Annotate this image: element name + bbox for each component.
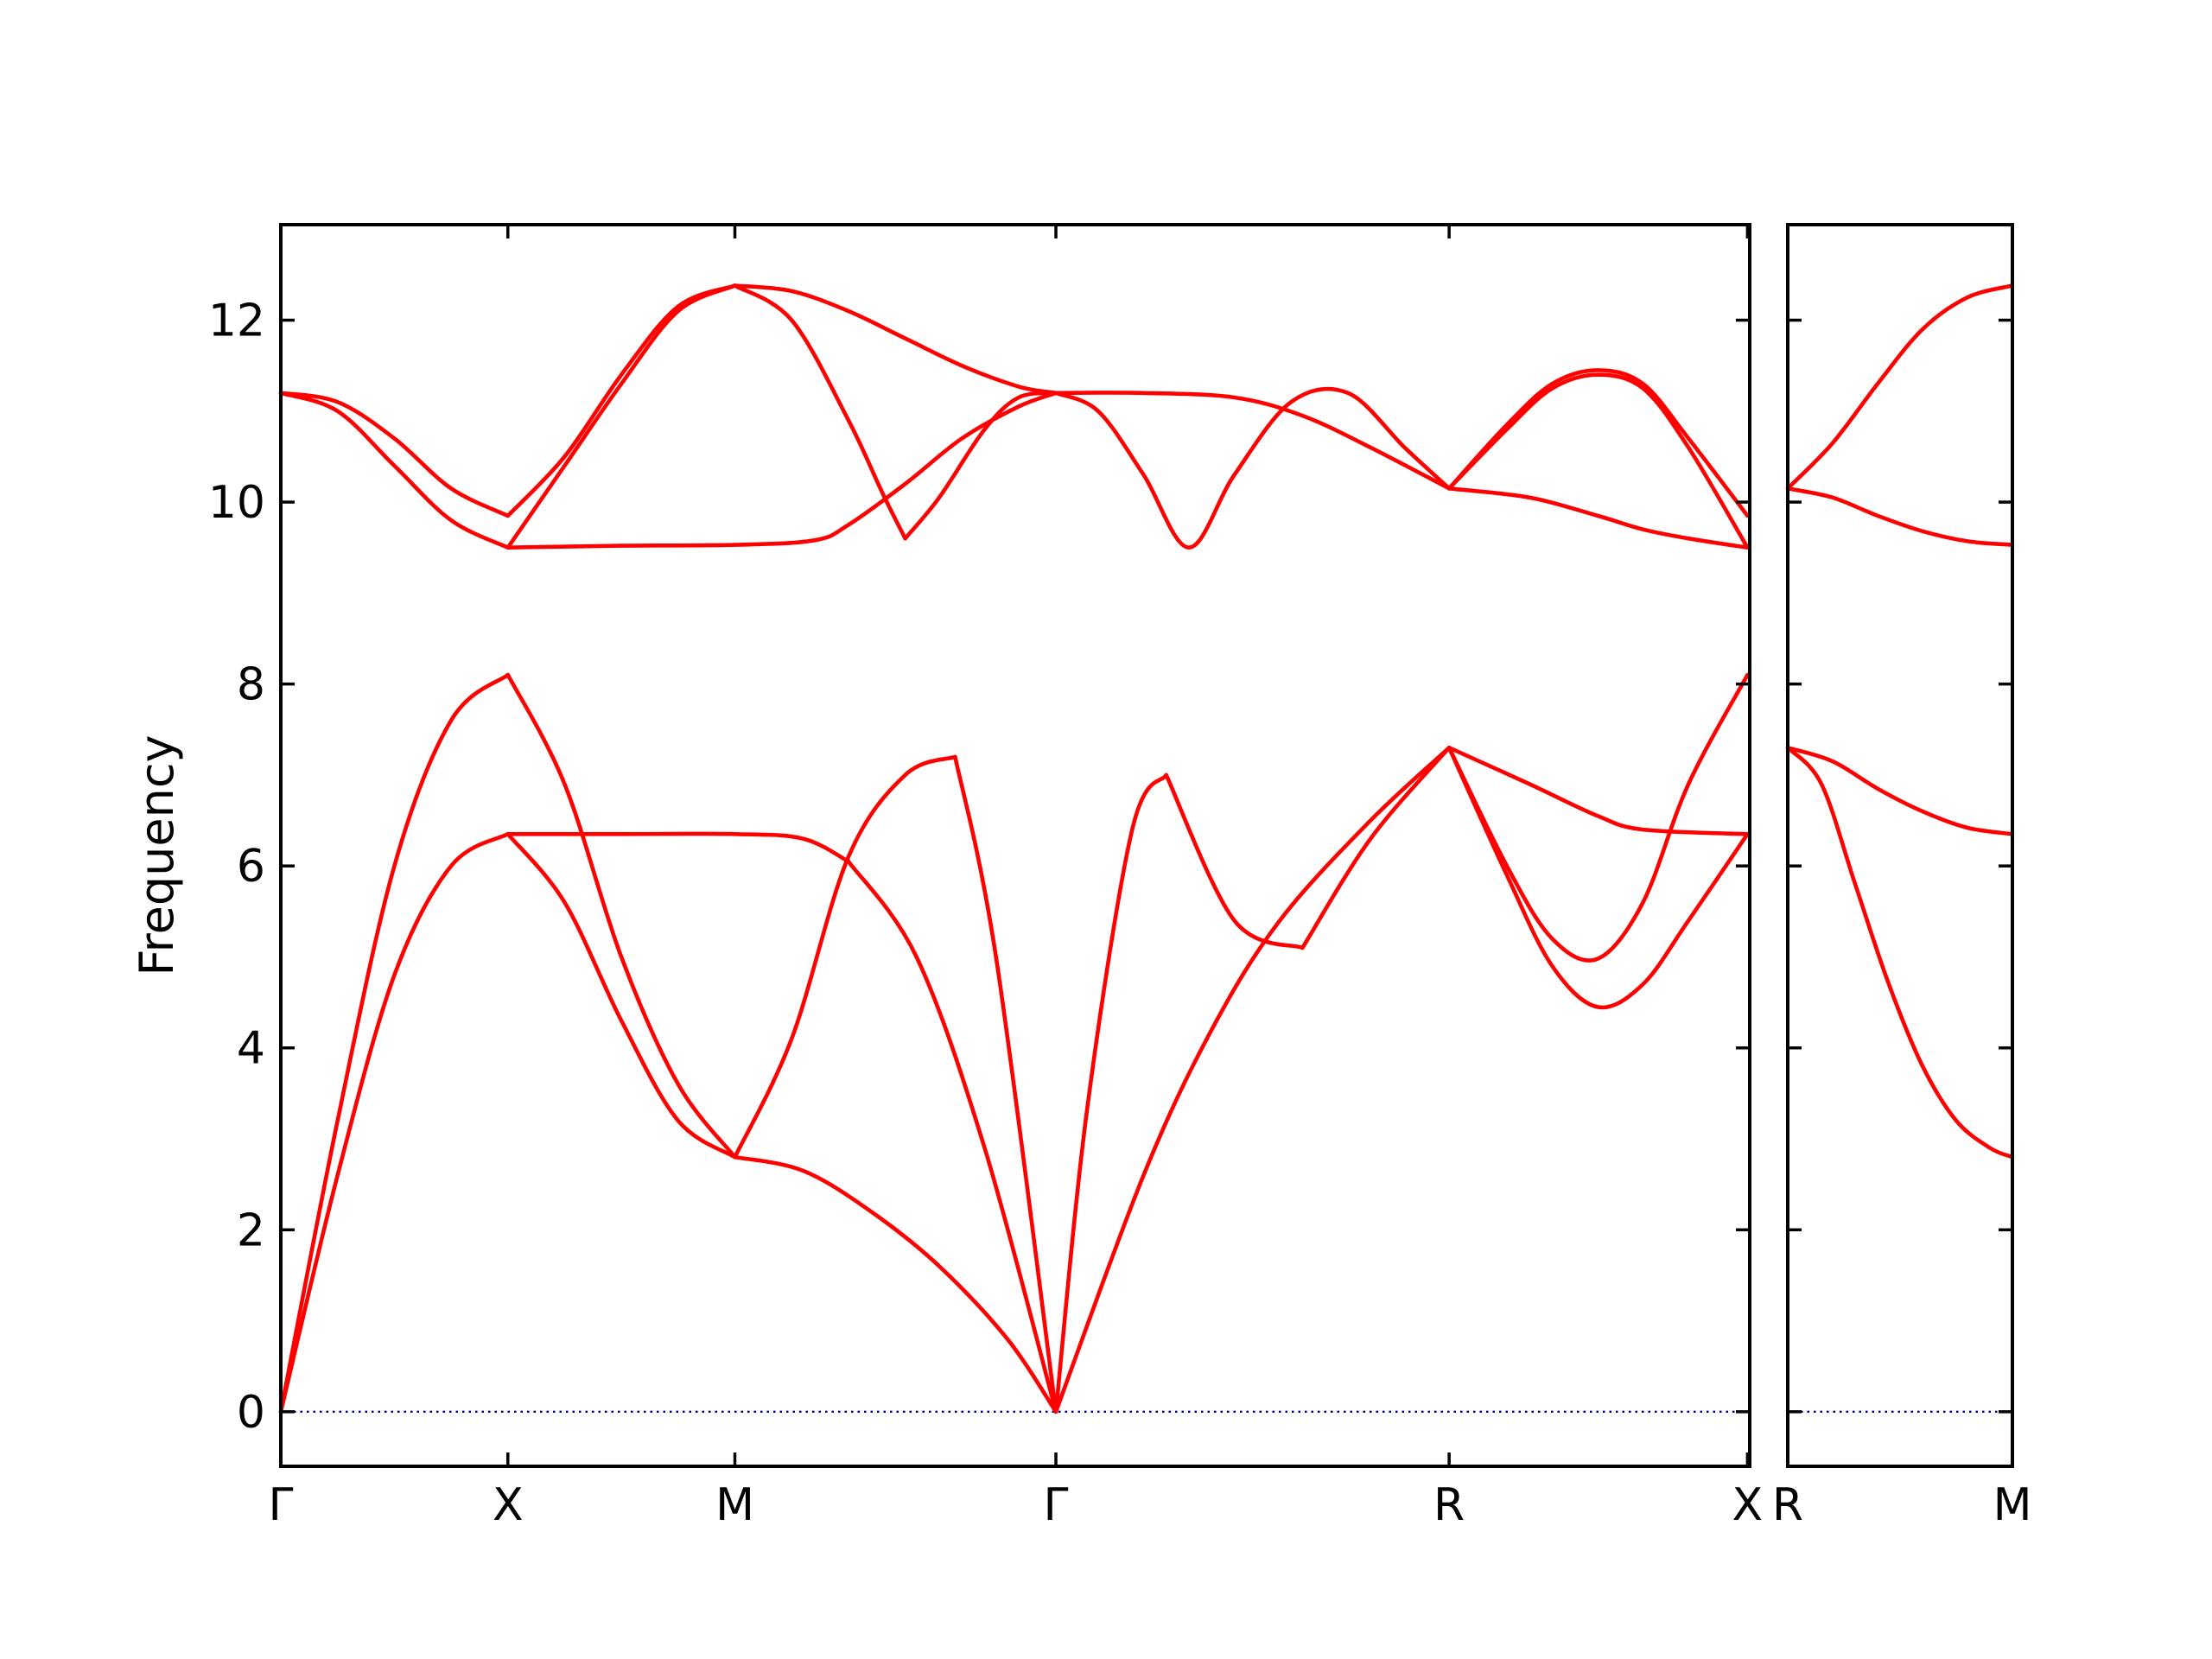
band-line-main-25 [1053, 391, 1452, 491]
y-tick-label: 2 [237, 1205, 265, 1256]
band-line-main-10 [733, 1154, 1058, 1414]
x-tick-label: R [1433, 1479, 1465, 1531]
x-tick-label: M [715, 1479, 754, 1531]
band-line-main-7 [1446, 746, 1750, 836]
band-line-right-3 [1785, 746, 2015, 1160]
x-tick-label: M [1993, 1479, 2032, 1531]
band-line-main-9 [505, 832, 737, 1160]
panel-main: 0 2 4 6 8 10 12 Γ X M Γ R X [208, 223, 1764, 1531]
band-line-main-26 [1446, 368, 1750, 518]
band-line-main-21 [733, 283, 907, 541]
band-line-main-17 [505, 283, 737, 518]
y-tick-label: 12 [208, 296, 265, 347]
band-line-main-19 [278, 391, 511, 550]
band-line-main-15 [1446, 672, 1750, 963]
band-line-main-22 [903, 391, 1058, 541]
x-tick-label: X [1732, 1479, 1764, 1531]
band-line-main-27 [1446, 372, 1750, 550]
x-tick-label: R [1772, 1479, 1803, 1531]
y-axis-label: Frequency [130, 735, 184, 976]
band-line-right-1 [1785, 486, 2015, 547]
y-tick-label: 8 [237, 659, 265, 711]
y-tick-label: 10 [208, 477, 265, 529]
plot-frame-main [279, 223, 1751, 1468]
band-line-main-16 [278, 391, 511, 518]
band-line-main-14 [1446, 746, 1750, 1010]
y-tick-label: 4 [237, 1023, 265, 1075]
x-tick-label: X [493, 1479, 524, 1531]
band-line-main-1 [505, 672, 737, 1160]
band-line-main-13 [1053, 746, 1452, 1414]
x-tick-label: Γ [1044, 1479, 1069, 1531]
band-line-main-0 [278, 672, 511, 1414]
band-line-main-28 [1446, 486, 1750, 550]
band-line-main-24 [1053, 386, 1452, 550]
y-tick-label: 0 [237, 1387, 265, 1439]
band-line-right-0 [1785, 283, 2015, 491]
band-line-main-11 [505, 831, 851, 864]
y-tick-label: 6 [237, 841, 265, 893]
band-line-main-6 [1300, 746, 1452, 950]
x-tick-label: Γ [269, 1479, 294, 1531]
band-line-main-4 [1053, 772, 1168, 1414]
plot-frame-right [1786, 223, 2014, 1468]
band-line-main-8 [278, 832, 511, 1414]
band-line-main-12 [846, 859, 1058, 1414]
band-line-main-23 [505, 391, 1058, 550]
band-line-main-5 [1164, 772, 1305, 950]
band-line-main-18 [733, 283, 1058, 396]
band-line-right-2 [1785, 746, 2015, 836]
band-line-main-2 [733, 754, 957, 1160]
band-line-main-20 [505, 283, 737, 550]
band-line-main-3 [953, 754, 1058, 1414]
